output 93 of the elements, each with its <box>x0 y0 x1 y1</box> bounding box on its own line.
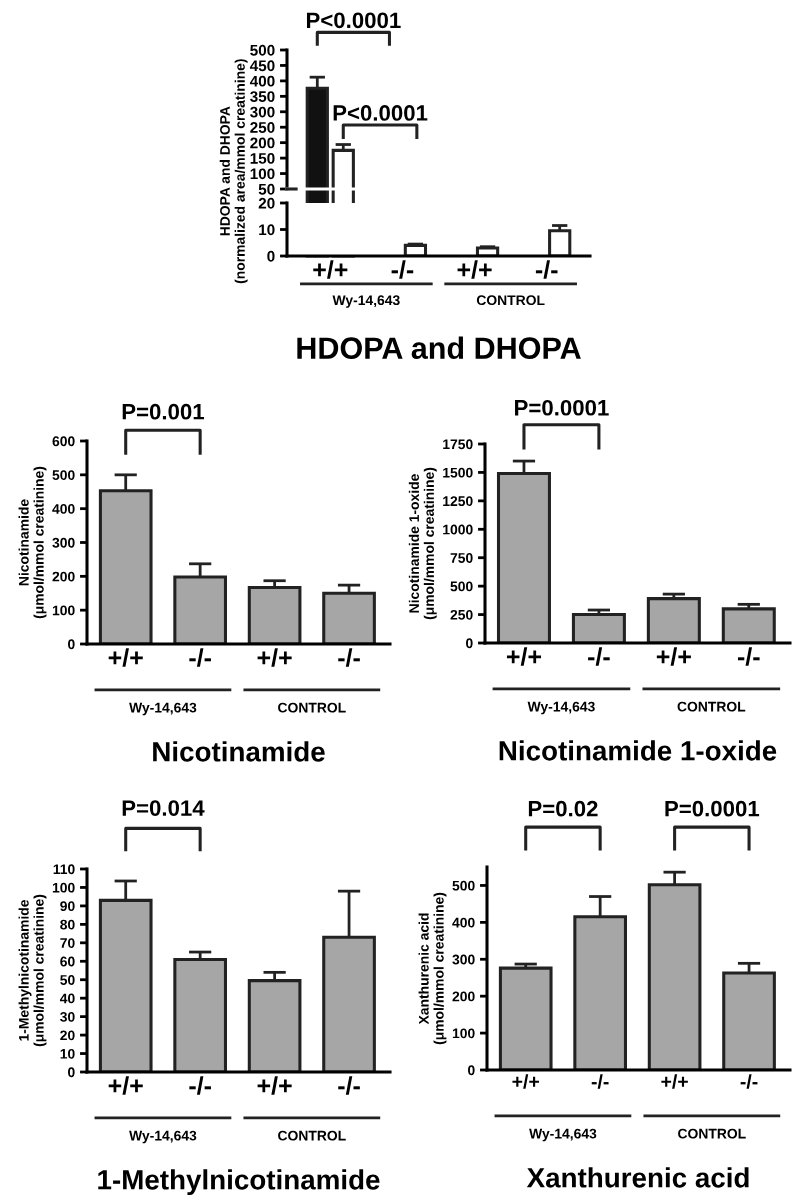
text: CONTROL <box>678 1128 746 1139</box>
y-tick-label: 100 <box>52 882 75 893</box>
y-tick-label: 60 <box>60 956 75 967</box>
x-tick-label: +/+ <box>656 647 691 666</box>
x-tick-label: +/+ <box>512 1074 539 1089</box>
y-tick-label: 400 <box>52 504 75 514</box>
y-tick-label: 250 <box>250 122 275 133</box>
text: CONTROL <box>278 702 346 713</box>
y-tick-label: 500 <box>52 470 75 480</box>
x-tick-label: +/+ <box>661 1074 688 1089</box>
y-tick-label: 0 <box>468 1065 475 1076</box>
y-tick-label: 10 <box>60 1048 75 1059</box>
y-tick-label: 500 <box>452 880 475 891</box>
text: CONTROL <box>278 1130 346 1141</box>
x-tick-label: +/+ <box>457 260 492 279</box>
text: CONTROL <box>677 701 746 712</box>
text: P=0.001 <box>122 403 205 420</box>
text: Wy-14,643 <box>129 702 197 716</box>
y-tick-label: 80 <box>60 919 75 930</box>
y-tick-label: 0 <box>267 250 275 262</box>
y-tick-label: 400 <box>249 75 275 87</box>
y-tick-label: 750 <box>450 553 473 563</box>
y-axis-title: Nicotinamide 1-oxide (μmol/mmol creatinine) <box>408 467 437 620</box>
x-tick-label: +/+ <box>257 648 292 667</box>
x-tick-label: -/- <box>189 648 211 667</box>
text: Nicotinamide <box>153 741 325 762</box>
x-tick-label: -/- <box>338 1076 360 1095</box>
y-tick-label: 0 <box>68 1067 75 1078</box>
y-tick-label: 100 <box>250 168 275 180</box>
y-tick-label: 1000 <box>443 524 473 535</box>
y-tick-label: 400 <box>452 917 475 928</box>
y-tick-label: 200 <box>452 991 475 1002</box>
y-tick-label: 200 <box>250 137 275 149</box>
y-tick-label: 450 <box>249 60 275 72</box>
text: Wy-14,643 <box>332 295 400 308</box>
y-tick-label: 300 <box>452 954 475 965</box>
text: P<0.0001 <box>306 12 401 29</box>
y-tick-label: 0 <box>68 639 75 650</box>
text: Nicotinamide 1-oxide <box>499 740 777 761</box>
y-axis-title: HDOPA and DHOPA (normalized area/mmol creatinine) <box>219 59 248 284</box>
annotation: P<0.0001 <box>333 105 428 121</box>
text: CONTROL <box>476 295 545 306</box>
text: HDOPA and DHOPA <box>297 336 581 359</box>
y-tick-label: 30 <box>60 1011 75 1022</box>
text: Wy-14,643 <box>527 701 595 715</box>
y-tick-label: 50 <box>60 975 75 985</box>
y-tick-label: 1250 <box>443 496 473 507</box>
y-tick-label: 100 <box>452 1028 475 1039</box>
text: Wy-14,643 <box>529 1128 597 1142</box>
text: P=0.02 <box>528 800 598 817</box>
y-tick-label: 500 <box>250 44 275 56</box>
text: P=0.014 <box>122 800 205 816</box>
y-tick-label: 0 <box>466 638 473 649</box>
x-tick-label: -/- <box>588 647 610 666</box>
y-axis-title: 1-Methylnicotinamide (μmol/mmol creatinine) <box>18 894 47 1047</box>
text: Wy-14,643 <box>129 1130 197 1144</box>
x-tick-label: +/+ <box>313 260 348 279</box>
y-tick-label: 10 <box>259 224 275 236</box>
x-tick-label: +/+ <box>108 648 143 667</box>
y-tick-label: 600 <box>52 436 75 447</box>
y-tick-label: 20 <box>60 1030 75 1041</box>
y-axis-title: Xanthurenic acid (μmol/mmol creatinine) <box>418 892 447 1045</box>
y-tick-label: 50 <box>258 183 275 195</box>
y-tick-label: 250 <box>450 609 473 620</box>
y-tick-label: 40 <box>59 993 75 1004</box>
y-tick-label: 20 <box>258 197 275 209</box>
y-tick-label: 110 <box>53 864 75 875</box>
x-tick-label: -/- <box>591 1074 609 1089</box>
x-tick-label: +/+ <box>506 647 542 666</box>
text: P=0.0001 <box>515 399 609 416</box>
text: 1-Methylnicotinamide <box>98 1169 380 1196</box>
y-tick-label: 200 <box>52 571 75 582</box>
y-tick-label: 70 <box>60 938 75 948</box>
y-tick-label: 300 <box>52 537 75 548</box>
x-tick-label: -/- <box>338 648 360 667</box>
y-tick-label: 500 <box>450 581 473 592</box>
x-tick-label: -/- <box>740 1074 758 1089</box>
x-tick-label: +/+ <box>257 1076 292 1095</box>
y-axis-title: Nicotinamide (μmol/mmol creatinine) <box>18 466 47 619</box>
y-tick-label: 300 <box>250 106 275 118</box>
text: P=0.0001 <box>665 800 760 817</box>
y-tick-label: 1500 <box>443 467 473 478</box>
x-tick-label: -/- <box>737 647 760 666</box>
x-tick-label: -/- <box>391 260 414 279</box>
y-tick-label: 1750 <box>443 439 473 450</box>
y-tick-label: 100 <box>52 605 75 616</box>
y-tick-label: 90 <box>60 901 75 912</box>
x-tick-label: -/- <box>535 260 558 279</box>
x-tick-label: +/+ <box>108 1076 143 1095</box>
y-tick-label: 350 <box>250 91 275 103</box>
y-tick-label: 150 <box>250 152 275 164</box>
x-tick-label: -/- <box>189 1076 211 1095</box>
text: Xanthurenic acid <box>526 1167 749 1188</box>
